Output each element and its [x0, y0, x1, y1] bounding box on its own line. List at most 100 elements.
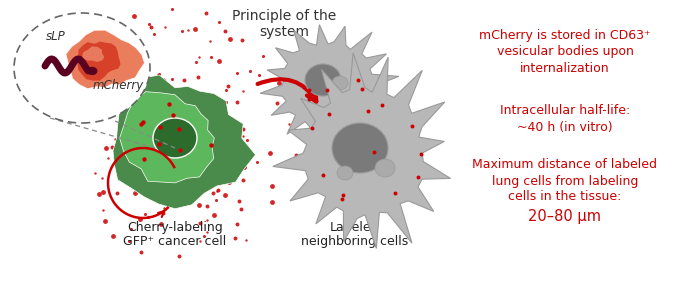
Point: [96, 114, 107, 118]
Point: [238, 133, 249, 138]
Polygon shape: [113, 75, 256, 209]
Text: Intracellular half-life:: Intracellular half-life:: [500, 105, 630, 118]
Point: [232, 71, 242, 76]
Point: [190, 27, 201, 32]
Polygon shape: [273, 53, 451, 248]
Point: [201, 230, 212, 235]
Point: [138, 157, 149, 161]
Point: [193, 203, 204, 208]
Point: [139, 211, 150, 216]
Point: [125, 227, 136, 231]
Point: [132, 46, 142, 51]
Ellipse shape: [14, 13, 150, 123]
Point: [142, 215, 153, 220]
Text: vesicular bodies upon: vesicular bodies upon: [497, 45, 634, 58]
Point: [98, 190, 109, 195]
Point: [93, 191, 104, 196]
Point: [228, 175, 239, 180]
Point: [242, 138, 253, 142]
Point: [97, 208, 108, 213]
Point: [212, 188, 223, 192]
Point: [253, 73, 264, 78]
Point: [136, 122, 147, 126]
Point: [303, 96, 314, 101]
Text: Maximum distance of labeled: Maximum distance of labeled: [473, 158, 658, 171]
Point: [107, 145, 118, 150]
Point: [158, 205, 169, 210]
Point: [377, 103, 388, 108]
Point: [229, 236, 240, 241]
Text: ~40 h (in vitro): ~40 h (in vitro): [517, 121, 613, 134]
Ellipse shape: [337, 166, 353, 180]
Point: [153, 73, 164, 78]
Point: [192, 190, 203, 195]
Ellipse shape: [332, 123, 388, 173]
Text: neighboring cells: neighboring cells: [301, 235, 409, 248]
Point: [416, 151, 427, 156]
Point: [124, 238, 135, 243]
Point: [166, 77, 177, 82]
Point: [105, 71, 116, 76]
Point: [221, 99, 232, 104]
Ellipse shape: [375, 159, 395, 177]
Ellipse shape: [332, 76, 348, 90]
Point: [175, 147, 186, 152]
Point: [100, 218, 111, 223]
Point: [236, 148, 247, 153]
Point: [252, 160, 263, 165]
Point: [154, 124, 165, 129]
Point: [279, 107, 290, 112]
Ellipse shape: [305, 64, 341, 96]
Point: [160, 25, 171, 29]
Point: [153, 142, 164, 147]
Point: [173, 254, 184, 259]
Point: [337, 192, 348, 197]
Point: [245, 68, 256, 73]
Point: [125, 90, 136, 95]
Text: Labeled: Labeled: [330, 221, 379, 234]
Point: [179, 78, 190, 83]
Point: [219, 28, 230, 33]
Point: [145, 196, 155, 201]
Point: [356, 86, 367, 91]
Point: [238, 164, 249, 169]
Point: [99, 110, 110, 115]
Point: [206, 55, 217, 59]
Point: [214, 58, 225, 63]
Point: [223, 84, 234, 89]
Point: [108, 233, 119, 238]
Point: [238, 126, 249, 131]
Point: [236, 207, 247, 212]
Point: [167, 6, 178, 11]
Point: [110, 137, 121, 142]
Point: [234, 199, 245, 204]
Point: [136, 250, 147, 255]
Point: [158, 78, 169, 82]
Point: [238, 89, 249, 94]
Point: [194, 238, 205, 243]
Point: [191, 59, 202, 64]
Point: [101, 146, 112, 151]
Point: [158, 210, 169, 215]
Point: [129, 14, 140, 19]
Point: [102, 156, 113, 161]
Point: [209, 213, 220, 218]
Text: Cherry-labeling: Cherry-labeling: [127, 221, 223, 234]
Point: [236, 38, 247, 42]
Point: [258, 53, 269, 58]
Text: Principle of the
system: Principle of the system: [232, 9, 336, 39]
Point: [173, 126, 184, 131]
Point: [130, 191, 141, 195]
Point: [362, 108, 373, 113]
Point: [120, 178, 131, 183]
Point: [214, 102, 225, 107]
Point: [273, 80, 284, 85]
Point: [240, 238, 251, 242]
Text: cells in the tissue:: cells in the tissue:: [508, 191, 622, 204]
Point: [240, 153, 251, 158]
Point: [109, 79, 120, 84]
Point: [195, 221, 206, 226]
Point: [336, 197, 347, 201]
Point: [149, 31, 160, 36]
Point: [317, 173, 328, 178]
